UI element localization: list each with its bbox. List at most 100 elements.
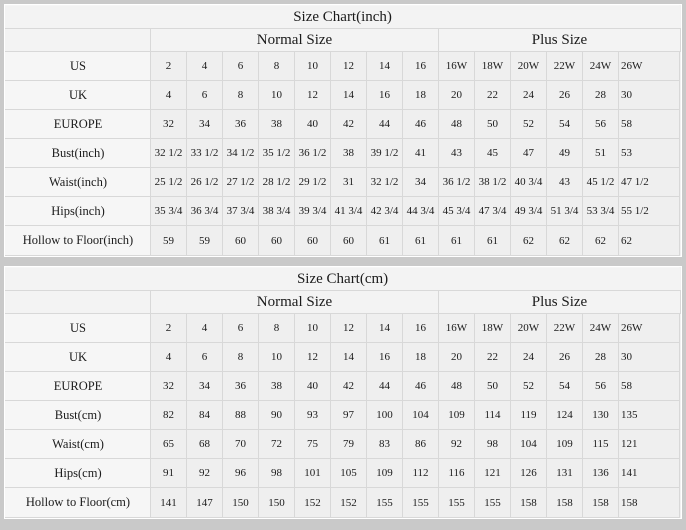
chart-title-row: Size Chart(cm) [4, 267, 681, 291]
table-cell: 41 3/4 [330, 196, 367, 226]
row-label: Hollow to Floor(cm) [5, 487, 151, 518]
table-cell: 12 [330, 313, 367, 343]
table-cell: 47 3/4 [474, 196, 511, 226]
table-cell: 52 [510, 109, 547, 139]
table-cell: 152 [294, 487, 331, 518]
table-cell: 24 [510, 80, 547, 110]
table-cell: 92 [438, 429, 475, 459]
table-cell: 62 [617, 225, 681, 256]
group-header-plus-size: Plus Size [438, 28, 681, 52]
chart-title: Size Chart(cm) [4, 267, 681, 291]
row-label: Hollow to Floor(inch) [5, 225, 151, 256]
row-label: Hips(inch) [5, 196, 151, 226]
table-cell: 96 [222, 458, 259, 488]
table-cell: 8 [222, 342, 259, 372]
table-cell: 8 [258, 51, 295, 81]
table-cell: 152 [330, 487, 367, 518]
table-cell: 54 [546, 371, 583, 401]
row-label: US [5, 51, 151, 81]
table-cell: 135 [617, 400, 681, 430]
table-cell: 14 [330, 342, 367, 372]
table-cell: 93 [294, 400, 331, 430]
table-cell: 155 [366, 487, 403, 518]
table-cell: 36 [222, 109, 259, 139]
table-cell: 10 [258, 342, 295, 372]
table-cell: 59 [150, 225, 187, 256]
table-cell: 6 [186, 342, 223, 372]
group-header-plus-size: Plus Size [438, 290, 681, 314]
table-cell: 155 [402, 487, 439, 518]
table-cell: 50 [474, 109, 511, 139]
table-cell: 44 3/4 [402, 196, 439, 226]
table-cell: 158 [617, 487, 681, 518]
table-cell: 37 3/4 [222, 196, 259, 226]
row-label: Waist(inch) [5, 167, 151, 197]
table-row: Hollow to Floor(inch) 59 59 60 60 60 60 61 61 61 6… [5, 225, 681, 256]
table-body: Size Chart(cm) Normal Size Plus Size US 2 4 6 8… [4, 267, 681, 518]
row-label: Waist(cm) [5, 429, 151, 459]
table-cell: 130 [582, 400, 619, 430]
table-cell: 61 [402, 225, 439, 256]
table-cell: 32 [150, 371, 187, 401]
table-cell: 115 [582, 429, 619, 459]
table-cell: 24W [582, 51, 619, 81]
table-cell: 36 3/4 [186, 196, 223, 226]
row-label: UK [5, 342, 151, 372]
table-cell: 14 [330, 80, 367, 110]
table-cell: 79 [330, 429, 367, 459]
table-cell: 40 [294, 109, 331, 139]
table-cell: 131 [546, 458, 583, 488]
table-row: Waist(inch) 25 1/2 26 1/2 27 1/2 28 1/2 29 1/… [5, 167, 681, 197]
table-cell: 68 [186, 429, 223, 459]
table-cell: 147 [186, 487, 223, 518]
table-cell: 72 [258, 429, 295, 459]
table-cell: 32 1/2 [366, 167, 403, 197]
table-cell: 35 1/2 [258, 138, 295, 168]
table-cell: 18 [402, 80, 439, 110]
table-cell: 4 [186, 51, 223, 81]
table-cell: 33 1/2 [186, 138, 223, 168]
row-label: EUROPE [5, 109, 151, 139]
table-cell: 25 1/2 [150, 167, 187, 197]
table-cell: 14 [366, 51, 403, 81]
table-cell: 28 1/2 [258, 167, 295, 197]
table-cell: 34 [402, 167, 439, 197]
table-row: Hips(inch) 35 3/4 36 3/4 37 3/4 38 3/4 39 3/4… [5, 196, 681, 226]
table-cell: 60 [330, 225, 367, 256]
table-cell: 51 3/4 [546, 196, 583, 226]
table-cell: 20W [510, 313, 547, 343]
table-cell: 20 [438, 342, 475, 372]
size-chart-inch: Size Chart(inch) Normal Size Plus Size US 2 4… [4, 4, 682, 257]
table-cell: 61 [438, 225, 475, 256]
table-cell: 4 [150, 342, 187, 372]
table-cell: 98 [258, 458, 295, 488]
table-cell: 36 1/2 [438, 167, 475, 197]
table-cell: 29 1/2 [294, 167, 331, 197]
table-cell: 158 [510, 487, 547, 518]
table-cell: 82 [150, 400, 187, 430]
group-header-row: Normal Size Plus Size [5, 28, 681, 52]
table-cell: 155 [438, 487, 475, 518]
table-cell: 104 [402, 400, 439, 430]
table-cell: 48 [438, 371, 475, 401]
table-cell: 38 [330, 138, 367, 168]
table-cell: 58 [617, 109, 681, 139]
table-cell: 6 [186, 80, 223, 110]
table-cell: 141 [150, 487, 187, 518]
table-cell: 49 3/4 [510, 196, 547, 226]
table-cell: 26W [617, 51, 681, 81]
table-cell: 90 [258, 400, 295, 430]
row-label: UK [5, 80, 151, 110]
table-cell: 60 [222, 225, 259, 256]
table-cell: 18 [402, 342, 439, 372]
table-cell: 20W [510, 51, 547, 81]
table-cell: 92 [186, 458, 223, 488]
table-cell: 16 [366, 80, 403, 110]
table-cell: 49 [546, 138, 583, 168]
table-cell: 50 [474, 371, 511, 401]
table-cell: 83 [366, 429, 403, 459]
table-cell: 32 [150, 109, 187, 139]
table-cell: 18W [474, 51, 511, 81]
table-cell: 4 [186, 313, 223, 343]
